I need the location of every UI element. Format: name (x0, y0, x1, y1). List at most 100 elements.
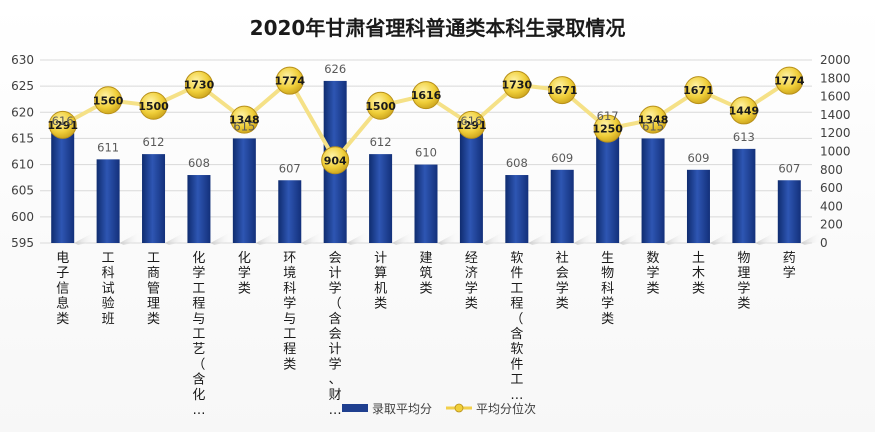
rank-point (48, 110, 77, 139)
rank-value-label: 1774 (774, 75, 805, 88)
y-left-tick-label: 615 (11, 131, 34, 145)
y-right-tick-label: 1200 (820, 126, 851, 140)
y-left-tick-label: 620 (11, 105, 34, 119)
rank-point (94, 86, 123, 115)
rank-point (275, 66, 304, 95)
bar-value-label: 613 (733, 130, 755, 144)
bar-value-label: 615 (233, 119, 255, 133)
x-tick-label: 经济学类 (465, 251, 478, 312)
y-left-tick-label: 630 (11, 53, 34, 67)
rank-point (230, 105, 259, 134)
x-tick-label: 药学 (783, 251, 796, 281)
legend-line-label: 平均分位次 (476, 401, 536, 416)
bar-shadow (573, 231, 596, 245)
bar (732, 148, 756, 243)
bar (596, 127, 620, 243)
rank-value-label: 1616 (411, 89, 442, 102)
x-tick-label: 计算机类 (374, 251, 387, 312)
bar (278, 180, 302, 243)
y-right-tick-label: 200 (820, 218, 843, 232)
y-right-tick-label: 2000 (820, 53, 851, 67)
bar-value-label: 607 (279, 161, 301, 175)
bar-value-label: 612 (370, 135, 392, 149)
x-tick-label: 环境科学与工程类 (283, 251, 296, 372)
y-right-tick-label: 1800 (820, 71, 851, 85)
rank-point (184, 70, 213, 99)
rank-value-label: 1560 (93, 94, 124, 107)
x-tick-label: 物理学类 (737, 251, 750, 312)
x-tick-label: 社会学类 (556, 250, 569, 312)
y-right-tick-label: 1000 (820, 145, 851, 159)
bar (641, 138, 665, 243)
rank-point (457, 110, 486, 139)
rank-point (548, 76, 577, 105)
bar-value-label: 608 (188, 156, 210, 170)
x-tick-label: 工科试验班 (102, 251, 115, 327)
bar-value-label: 607 (778, 161, 800, 175)
bar-value-label: 612 (143, 135, 165, 149)
bar (232, 138, 256, 243)
bar-value-label: 611 (97, 140, 119, 154)
x-tick-label: 化学工程与工艺（含化… (192, 251, 205, 418)
rank-value-label: 1774 (274, 75, 305, 88)
bar-shadow (74, 231, 97, 245)
y-right-tick-label: 0 (820, 236, 828, 250)
rank-point (502, 70, 531, 99)
bar (686, 169, 710, 243)
bar-shadow (800, 231, 823, 245)
y-left-tick-label: 610 (11, 158, 34, 172)
bar-shadow (528, 231, 551, 245)
bar-shadow (437, 231, 460, 245)
rank-point (684, 76, 713, 105)
y-right-tick-label: 400 (820, 199, 843, 213)
bar-value-label: 615 (642, 119, 664, 133)
rank-point (366, 91, 395, 120)
label-layer: 616 611 612 608 615 607 626 612 610 616 608 609 617 6… (52, 62, 801, 175)
x-tick-label: 生物科学类 (601, 251, 614, 327)
shadow-layer (74, 231, 823, 245)
rank-value-label: 1500 (138, 100, 169, 113)
bar-shadow (119, 231, 142, 245)
rank-point (139, 91, 168, 120)
legend-line-marker (454, 403, 464, 413)
chart-title: 2020年甘肃省理科普通类本科生录取情况 (249, 16, 626, 40)
bar (369, 154, 393, 243)
rank-point (321, 146, 350, 175)
y-right-tick-label: 800 (820, 163, 843, 177)
x-tick-label: 土木类 (692, 251, 705, 296)
x-tick-label: 工商管理类 (147, 251, 160, 327)
rank-value-label: 904 (324, 154, 347, 167)
line-layer: 1291 1560 1500 1730 1348 1774 904 1500 1616 1291 1… (47, 66, 805, 175)
rank-value-label: 1671 (547, 84, 578, 97)
bar (777, 180, 801, 243)
bar-shadow (664, 231, 687, 245)
bar-shadow (346, 231, 369, 245)
legend-layer: 录取平均分 平均分位次 (342, 401, 536, 416)
bar (414, 164, 438, 243)
rank-value-label: 1291 (456, 119, 487, 132)
bar-layer (51, 80, 801, 244)
bar-value-label: 608 (506, 156, 528, 170)
x-tick-label: 化学类 (238, 251, 251, 296)
y-right-tick-label: 1400 (820, 108, 851, 122)
y-left-tick-label: 605 (11, 184, 34, 198)
rank-point (639, 105, 668, 134)
x-tick-label: 会计学（含会计学、财… (329, 251, 342, 418)
x-tick-label: 软件工程（含软件工… (510, 251, 523, 403)
bar-shadow (301, 231, 324, 245)
bar-shadow (255, 231, 278, 245)
rank-point (775, 66, 804, 95)
bar (142, 154, 166, 243)
rank-value-label: 1449 (729, 104, 760, 117)
x-tick-label: 数学类 (647, 251, 660, 296)
bar-shadow (755, 231, 778, 245)
bar-shadow (210, 231, 233, 245)
bar (96, 159, 120, 243)
y-left-tick-label: 625 (11, 79, 34, 93)
bar-shadow (619, 231, 642, 245)
bar-value-label: 616 (460, 114, 482, 128)
rank-value-label: 1250 (592, 123, 623, 136)
legend-bar-label: 录取平均分 (372, 402, 432, 416)
